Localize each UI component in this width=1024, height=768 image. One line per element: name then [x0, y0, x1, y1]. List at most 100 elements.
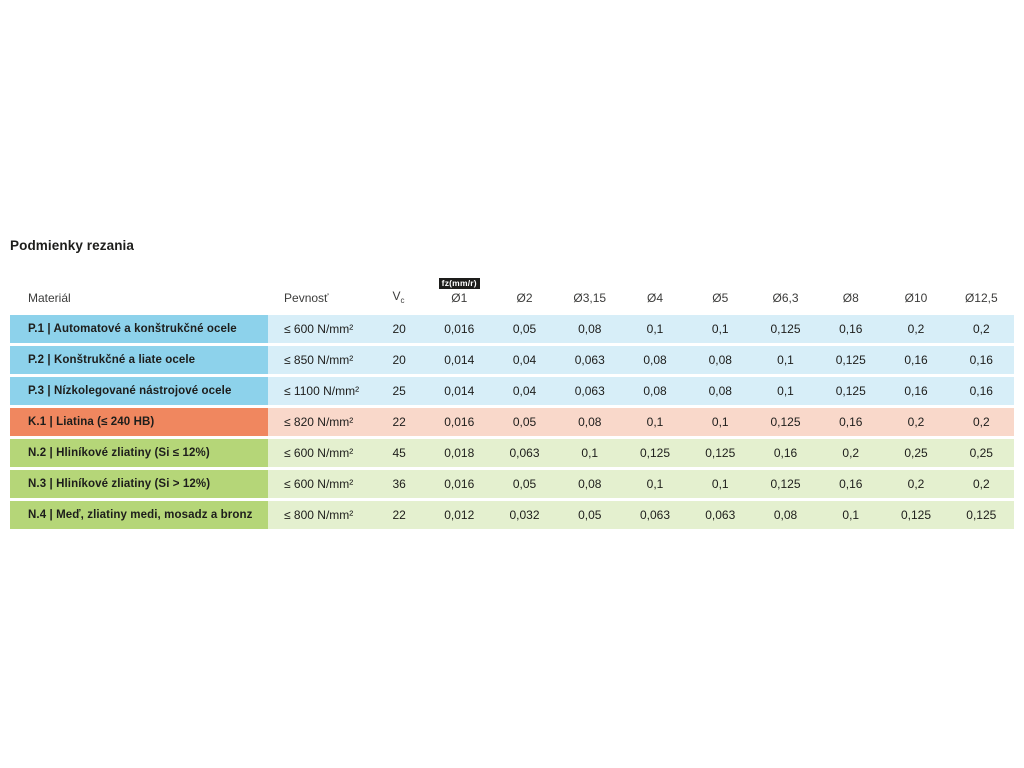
- fz-cell: 0,1: [752, 377, 819, 405]
- fz-cell: 0,125: [622, 439, 688, 467]
- fz-cell: 0,1: [687, 408, 753, 436]
- fz-cell: 0,125: [752, 470, 819, 498]
- vc-cell: 45: [376, 439, 427, 467]
- col-header-material: Materiál: [10, 265, 269, 312]
- fz-cell: 0,1: [622, 470, 688, 498]
- material-cell: N.2 | Hliníkové zliatiny (Si ≤ 12%): [10, 439, 269, 467]
- fz-cell: 0,125: [883, 501, 949, 529]
- fz-cell: 0,014: [426, 346, 492, 374]
- fz-cell: 0,05: [491, 315, 558, 343]
- table-row: K.1 | Liatina (≤ 240 HB) ≤ 820 N/mm² 22 …: [10, 408, 1014, 436]
- col-header-strength: Pevnosť: [268, 265, 377, 312]
- fz-cell: 0,08: [557, 408, 623, 436]
- fz-cell: 0,16: [948, 346, 1014, 374]
- fz-cell: 0,1: [687, 315, 753, 343]
- cutting-conditions-section: Podmienky rezania Materiál Pevnosť Vc fz…: [10, 238, 1014, 532]
- col-header-vc: Vc: [376, 265, 427, 312]
- table-row: P.1 | Automatové a konštrukčné ocele ≤ 6…: [10, 315, 1014, 343]
- vc-cell: 20: [376, 346, 427, 374]
- fz-cell: 0,125: [818, 377, 884, 405]
- fz-cell: 0,063: [557, 346, 623, 374]
- col-header-d3-15: Ø3,15: [557, 265, 623, 312]
- vc-cell: 36: [376, 470, 427, 498]
- table-header-row: Materiál Pevnosť Vc fz(mm/r) Ø1 Ø2 Ø3,15…: [10, 265, 1014, 312]
- col-header-d12-5: Ø12,5: [948, 265, 1014, 312]
- fz-cell: 0,05: [491, 470, 558, 498]
- fz-cell: 0,1: [622, 408, 688, 436]
- fz-cell: 0,16: [883, 346, 949, 374]
- strength-cell: ≤ 1100 N/mm²: [268, 377, 377, 405]
- fz-cell: 0,014: [426, 377, 492, 405]
- table-row: P.3 | Nízkolegované nástrojové ocele ≤ 1…: [10, 377, 1014, 405]
- fz-cell: 0,2: [948, 408, 1014, 436]
- vc-cell: 25: [376, 377, 427, 405]
- fz-cell: 0,2: [948, 315, 1014, 343]
- fz-cell: 0,16: [818, 470, 884, 498]
- fz-cell: 0,032: [491, 501, 558, 529]
- fz-cell: 0,16: [948, 377, 1014, 405]
- table-row: P.2 | Konštrukčné a liate ocele ≤ 850 N/…: [10, 346, 1014, 374]
- fz-cell: 0,063: [622, 501, 688, 529]
- fz-cell: 0,25: [883, 439, 949, 467]
- fz-cell: 0,125: [948, 501, 1014, 529]
- fz-cell: 0,16: [883, 377, 949, 405]
- vc-cell: 22: [376, 501, 427, 529]
- fz-cell: 0,016: [426, 470, 492, 498]
- fz-cell: 0,05: [557, 501, 623, 529]
- material-cell: N.3 | Hliníkové zliatiny (Si > 12%): [10, 470, 269, 498]
- cutting-conditions-table: Materiál Pevnosť Vc fz(mm/r) Ø1 Ø2 Ø3,15…: [10, 262, 1014, 532]
- fz-cell: 0,08: [622, 377, 688, 405]
- fz-cell: 0,1: [818, 501, 884, 529]
- col-header-d5: Ø5: [687, 265, 753, 312]
- col-header-d2: Ø2: [491, 265, 558, 312]
- col-header-d4: Ø4: [622, 265, 688, 312]
- fz-cell: 0,08: [557, 315, 623, 343]
- fz-cell: 0,2: [883, 408, 949, 436]
- fz-cell: 0,16: [752, 439, 819, 467]
- col-header-d10: Ø10: [883, 265, 949, 312]
- material-cell: P.2 | Konštrukčné a liate ocele: [10, 346, 269, 374]
- fz-cell: 0,2: [818, 439, 884, 467]
- fz-cell: 0,1: [622, 315, 688, 343]
- fz-cell: 0,125: [752, 315, 819, 343]
- fz-cell: 0,16: [818, 315, 884, 343]
- fz-cell: 0,063: [491, 439, 558, 467]
- fz-cell: 0,2: [948, 470, 1014, 498]
- material-cell: N.4 | Meď, zliatiny medi, mosadz a bronz: [10, 501, 269, 529]
- material-cell: P.1 | Automatové a konštrukčné ocele: [10, 315, 269, 343]
- fz-cell: 0,05: [491, 408, 558, 436]
- strength-cell: ≤ 600 N/mm²: [268, 439, 377, 467]
- fz-cell: 0,125: [752, 408, 819, 436]
- fz-cell: 0,1: [557, 439, 623, 467]
- material-cell: P.3 | Nízkolegované nástrojové ocele: [10, 377, 269, 405]
- table-row: N.2 | Hliníkové zliatiny (Si ≤ 12%) ≤ 60…: [10, 439, 1014, 467]
- col-header-d8: Ø8: [818, 265, 884, 312]
- col-header-d6-3: Ø6,3: [752, 265, 819, 312]
- fz-unit-badge: fz(mm/r): [438, 278, 480, 289]
- fz-cell: 0,018: [426, 439, 492, 467]
- fz-cell: 0,125: [818, 346, 884, 374]
- fz-cell: 0,08: [687, 377, 753, 405]
- strength-cell: ≤ 600 N/mm²: [268, 470, 377, 498]
- strength-cell: ≤ 800 N/mm²: [268, 501, 377, 529]
- strength-cell: ≤ 600 N/mm²: [268, 315, 377, 343]
- col-header-d1: fz(mm/r) Ø1: [426, 265, 492, 312]
- fz-cell: 0,2: [883, 470, 949, 498]
- strength-cell: ≤ 820 N/mm²: [268, 408, 377, 436]
- page-title: Podmienky rezania: [10, 238, 134, 253]
- fz-cell: 0,012: [426, 501, 492, 529]
- fz-cell: 0,2: [883, 315, 949, 343]
- fz-cell: 0,063: [557, 377, 623, 405]
- fz-cell: 0,08: [622, 346, 688, 374]
- fz-cell: 0,08: [687, 346, 753, 374]
- fz-cell: 0,08: [752, 501, 819, 529]
- table-row: N.4 | Meď, zliatiny medi, mosadz a bronz…: [10, 501, 1014, 529]
- strength-cell: ≤ 850 N/mm²: [268, 346, 377, 374]
- fz-cell: 0,16: [818, 408, 884, 436]
- fz-cell: 0,016: [426, 408, 492, 436]
- table-row: N.3 | Hliníkové zliatiny (Si > 12%) ≤ 60…: [10, 470, 1014, 498]
- vc-cell: 20: [376, 315, 427, 343]
- fz-cell: 0,08: [557, 470, 623, 498]
- material-cell: K.1 | Liatina (≤ 240 HB): [10, 408, 269, 436]
- vc-cell: 22: [376, 408, 427, 436]
